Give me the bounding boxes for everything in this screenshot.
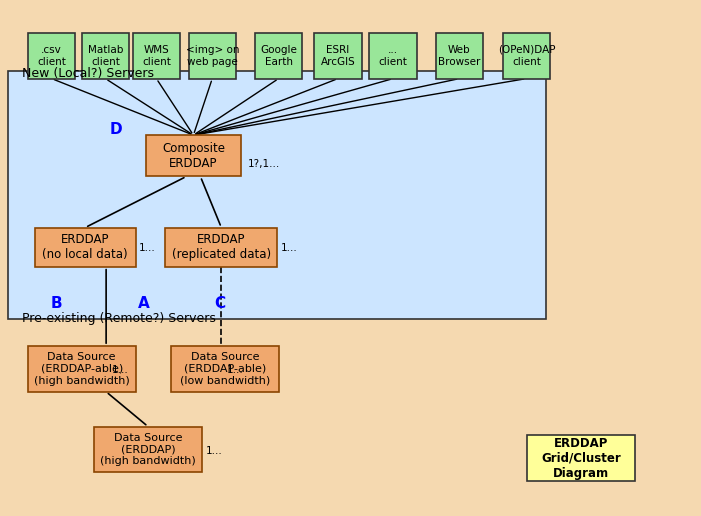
Text: 1?,1...: 1?,1... [247,158,280,169]
FancyBboxPatch shape [28,33,76,78]
FancyBboxPatch shape [314,33,362,78]
FancyBboxPatch shape [526,435,635,481]
Text: A: A [137,296,149,311]
Text: Data Source
(ERDDAP)
(high bandwidth): Data Source (ERDDAP) (high bandwidth) [100,433,196,466]
Text: WMS
client: WMS client [142,45,171,67]
Text: .csv
client: .csv client [37,45,66,67]
FancyBboxPatch shape [503,33,550,78]
Text: Composite
ERDDAP: Composite ERDDAP [162,142,225,170]
Text: Matlab
client: Matlab client [88,45,123,67]
FancyBboxPatch shape [165,228,277,267]
Text: Web
Browser: Web Browser [438,45,481,67]
FancyBboxPatch shape [436,33,483,78]
Text: New (Local?) Servers: New (Local?) Servers [22,67,154,79]
Text: ERDDAP
Grid/Cluster
Diagram: ERDDAP Grid/Cluster Diagram [541,437,621,479]
Text: Google
Earth: Google Earth [260,45,297,67]
FancyBboxPatch shape [189,33,236,78]
FancyBboxPatch shape [94,427,202,472]
Text: 1...: 1... [139,244,156,253]
Text: D: D [109,122,122,137]
Text: ESRI
ArcGIS: ESRI ArcGIS [320,45,355,67]
FancyBboxPatch shape [147,135,240,176]
Text: ERDDAP
(no local data): ERDDAP (no local data) [42,233,128,261]
Text: <img> on
web page: <img> on web page [186,45,239,67]
Text: ERDDAP
(replicated data): ERDDAP (replicated data) [172,233,271,261]
FancyBboxPatch shape [171,346,279,392]
FancyBboxPatch shape [369,33,417,78]
Text: C: C [215,296,226,311]
Text: 1...: 1... [205,446,222,456]
Text: 1...: 1... [227,365,244,375]
Text: 1...: 1... [280,244,297,253]
Text: ...
client: ... client [379,45,407,67]
FancyBboxPatch shape [82,33,129,78]
Text: Pre-existing (Remote?) Servers: Pre-existing (Remote?) Servers [22,312,216,326]
FancyBboxPatch shape [27,346,136,392]
Text: Data Source
(ERDDAP-able)
(low bandwidth): Data Source (ERDDAP-able) (low bandwidth… [179,352,270,385]
FancyBboxPatch shape [132,33,180,78]
Text: 1...: 1... [111,365,128,375]
FancyBboxPatch shape [8,71,546,319]
Text: Data Source
(ERDDAP-able)
(high bandwidth): Data Source (ERDDAP-able) (high bandwidt… [34,352,130,385]
Text: (OPeN)DAP
client: (OPeN)DAP client [498,45,555,67]
FancyBboxPatch shape [255,33,302,78]
Text: B: B [50,296,62,311]
FancyBboxPatch shape [34,228,136,267]
